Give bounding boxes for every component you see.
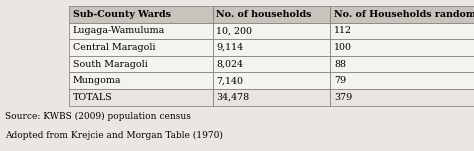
- Text: 112: 112: [334, 26, 352, 35]
- Bar: [213, 6, 330, 23]
- Bar: [330, 6, 474, 23]
- Bar: [213, 72, 330, 89]
- Bar: [69, 72, 213, 89]
- Text: TOTALS: TOTALS: [73, 93, 112, 102]
- Text: Source: KWBS (2009) population census: Source: KWBS (2009) population census: [5, 112, 191, 121]
- Bar: [69, 6, 213, 23]
- Text: No. of households: No. of households: [217, 10, 312, 19]
- Bar: [213, 39, 330, 56]
- Bar: [69, 39, 213, 56]
- Text: 379: 379: [334, 93, 352, 102]
- Bar: [213, 89, 330, 106]
- Text: 79: 79: [334, 76, 346, 85]
- Text: Mungoma: Mungoma: [73, 76, 121, 85]
- Bar: [330, 39, 474, 56]
- Bar: [69, 56, 213, 72]
- Bar: [69, 89, 213, 106]
- Text: 34,478: 34,478: [217, 93, 249, 102]
- Text: Central Maragoli: Central Maragoli: [73, 43, 155, 52]
- Text: No. of Households randomly picked: No. of Households randomly picked: [334, 10, 474, 19]
- Text: Adopted from Krejcie and Morgan Table (1970): Adopted from Krejcie and Morgan Table (1…: [5, 131, 223, 140]
- Text: 9,114: 9,114: [217, 43, 244, 52]
- Text: 7,140: 7,140: [217, 76, 243, 85]
- Bar: [213, 56, 330, 72]
- Text: South Maragoli: South Maragoli: [73, 60, 147, 69]
- Bar: [330, 23, 474, 39]
- Bar: [330, 56, 474, 72]
- Bar: [213, 23, 330, 39]
- Bar: [330, 72, 474, 89]
- Text: Lugaga-Wamuluma: Lugaga-Wamuluma: [73, 26, 165, 35]
- Text: 100: 100: [334, 43, 352, 52]
- Bar: [330, 89, 474, 106]
- Text: Sub-County Wards: Sub-County Wards: [73, 10, 171, 19]
- Bar: [69, 23, 213, 39]
- Text: 10, 200: 10, 200: [217, 26, 252, 35]
- Text: 88: 88: [334, 60, 346, 69]
- Text: 8,024: 8,024: [217, 60, 243, 69]
